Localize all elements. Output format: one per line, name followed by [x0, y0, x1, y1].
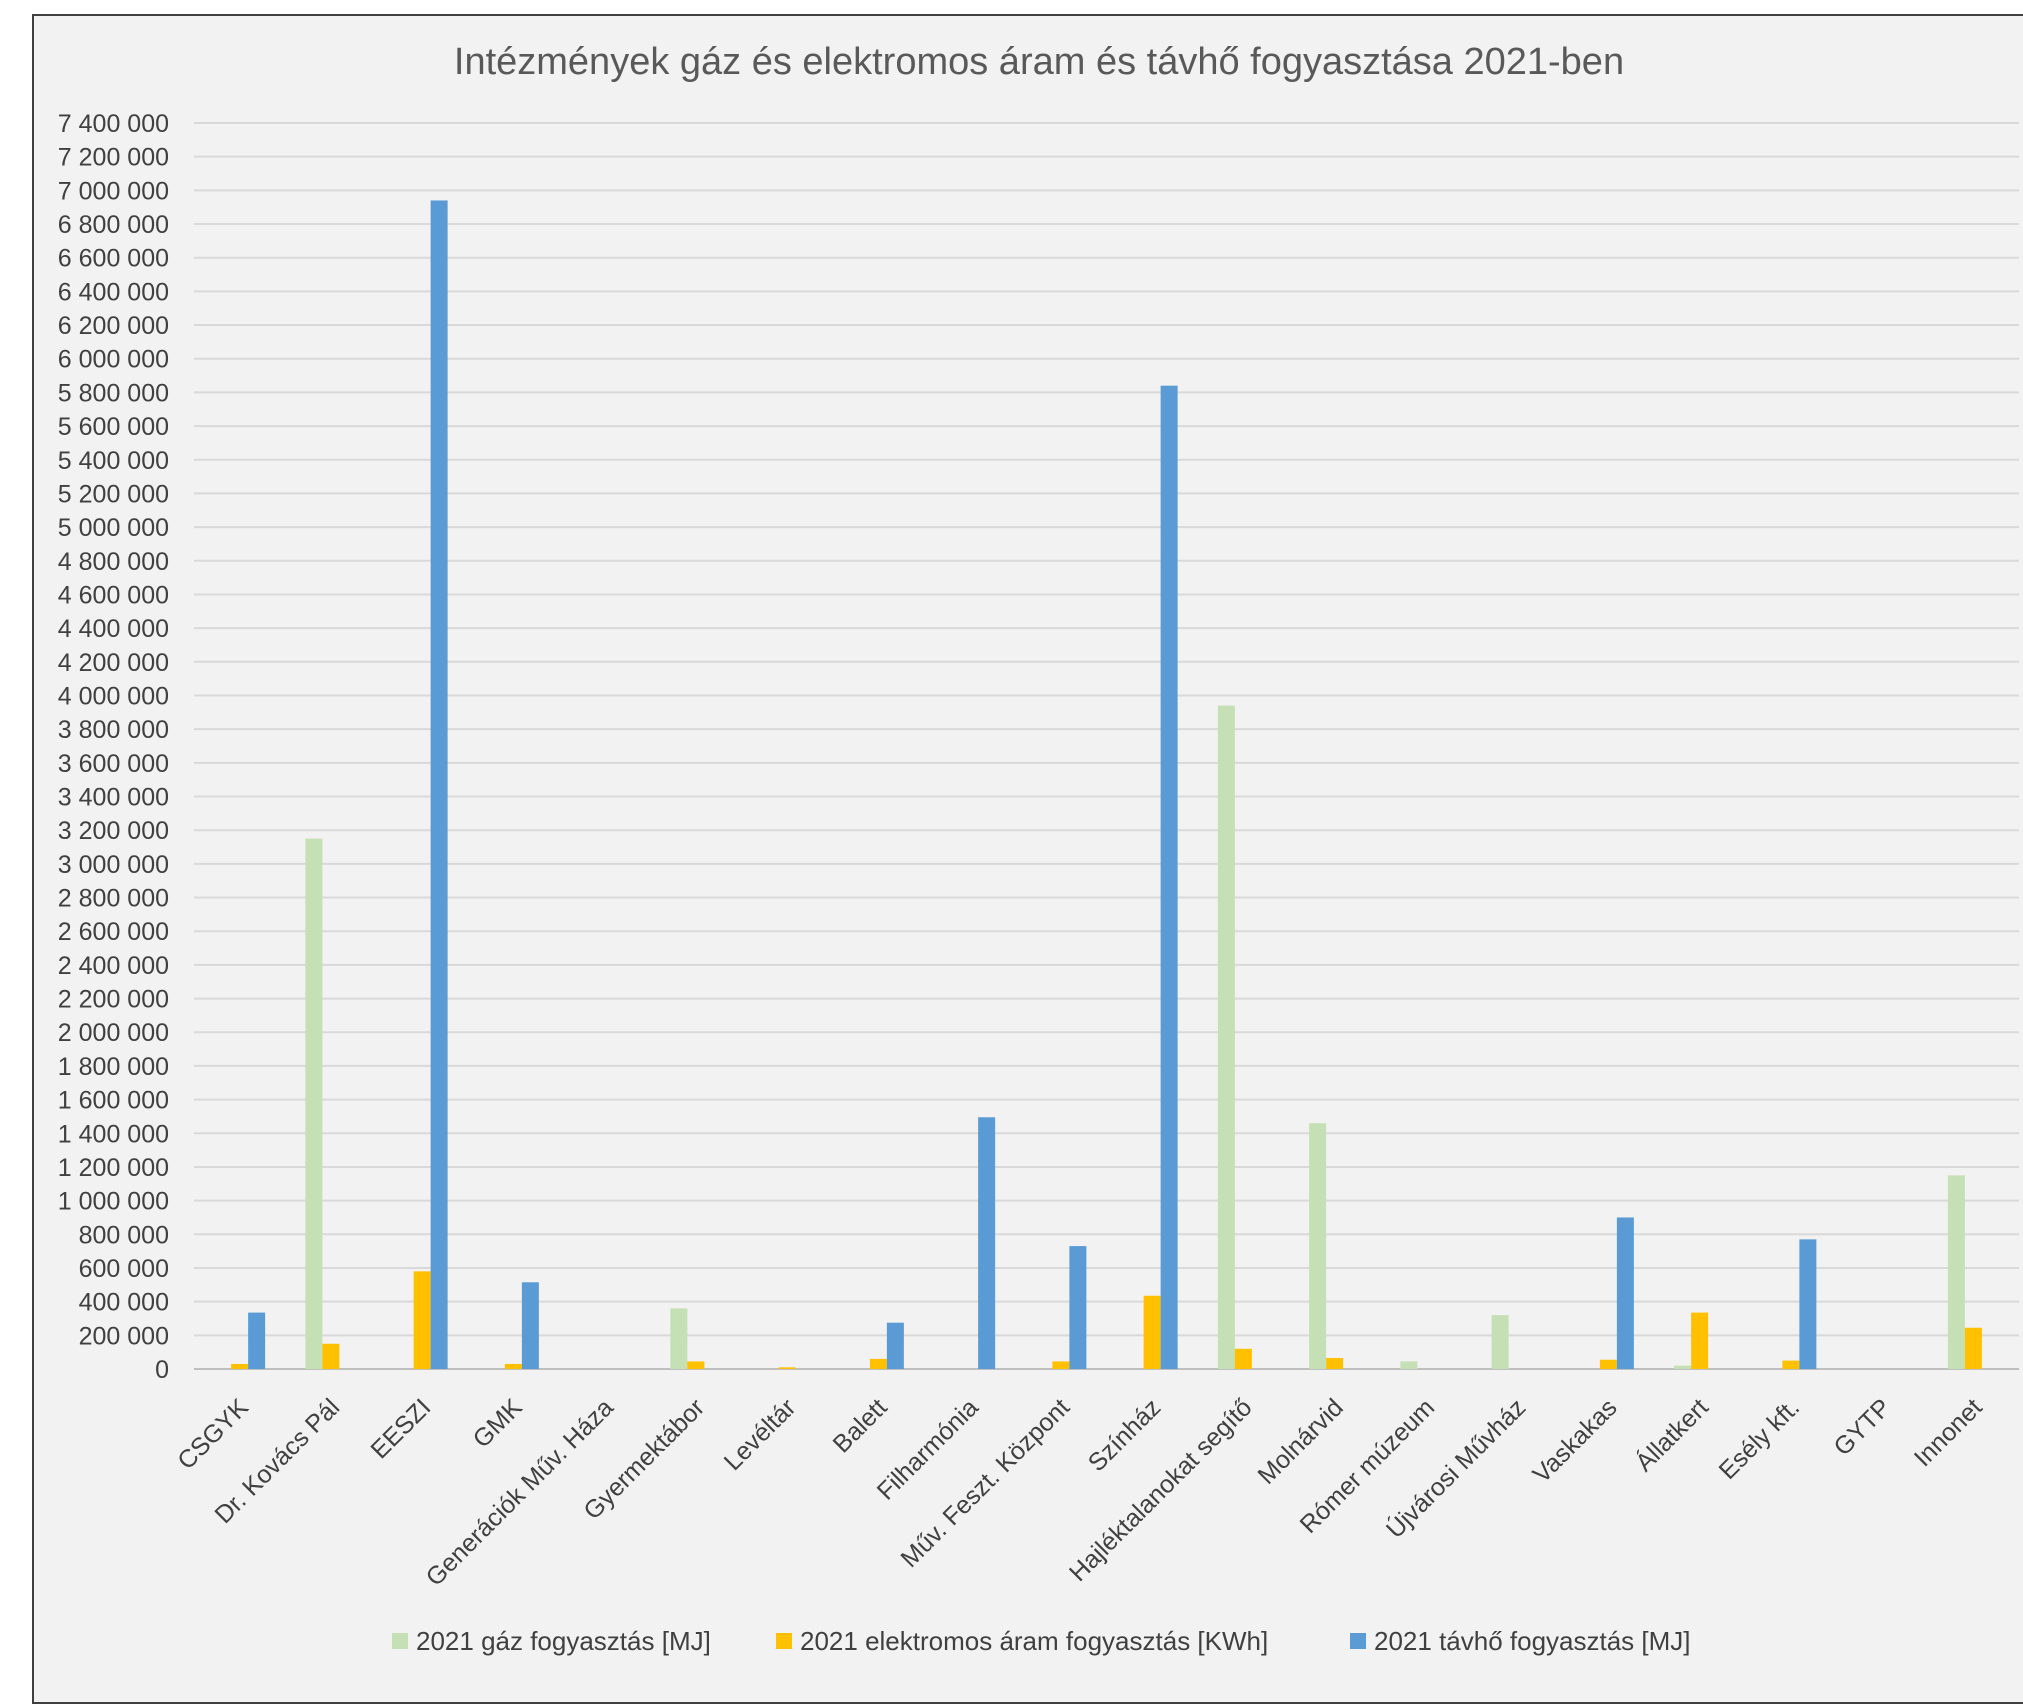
- y-tick-label: 4 000 000: [58, 682, 169, 710]
- y-tick-label: 0: [155, 1356, 169, 1384]
- legend-swatch: [392, 1633, 408, 1649]
- y-tick-label: 200 000: [79, 1322, 169, 1350]
- y-tick-label: 2 600 000: [58, 918, 169, 946]
- y-tick-label: 2 800 000: [58, 885, 169, 913]
- bar: [1782, 1360, 1800, 1369]
- chart-frame: Intézmények gáz és elektromos áram és tá…: [32, 14, 2023, 1704]
- y-tick-label: 1 600 000: [58, 1087, 169, 1115]
- y-tick-label: 7 200 000: [58, 144, 169, 172]
- y-tick-label: 600 000: [79, 1255, 169, 1283]
- bar: [1947, 1175, 1965, 1369]
- x-tick-label: Molnárvid: [1252, 1393, 1348, 1489]
- y-tick-label: 800 000: [79, 1221, 169, 1249]
- legend-entry: 2021 gáz fogyasztás [MJ]: [416, 1626, 711, 1656]
- bar: [1691, 1312, 1709, 1369]
- y-tick-label: 3 800 000: [58, 716, 169, 744]
- bar: [1234, 1348, 1252, 1369]
- bar: [1052, 1361, 1070, 1369]
- y-tick-label: 1 000 000: [58, 1188, 169, 1216]
- y-tick-label: 1 800 000: [58, 1053, 169, 1081]
- bar: [430, 200, 448, 1369]
- y-tick-label: 2 000 000: [58, 1019, 169, 1047]
- x-tick-label: Színház: [1083, 1393, 1167, 1477]
- bar: [778, 1367, 796, 1369]
- bar: [1674, 1365, 1692, 1369]
- bar: [322, 1343, 340, 1369]
- bars: [231, 200, 1982, 1369]
- y-tick-label: 5 400 000: [58, 447, 169, 475]
- x-tick-label: Műv. Feszt. Központ: [896, 1393, 1076, 1573]
- x-tick-label: Vaskakas: [1527, 1393, 1622, 1488]
- x-tick-label: EESZI: [365, 1393, 436, 1464]
- y-tick-label: 4 400 000: [58, 615, 169, 643]
- bar: [1326, 1358, 1344, 1369]
- bar: [670, 1308, 688, 1369]
- y-tick-label: 7 400 000: [58, 110, 169, 138]
- y-tick-label: 6 400 000: [58, 278, 169, 306]
- y-tick-label: 2 400 000: [58, 952, 169, 980]
- y-tick-label: 7 000 000: [58, 177, 169, 205]
- x-tick-label: Balett: [828, 1393, 893, 1458]
- y-tick-label: 400 000: [79, 1289, 169, 1317]
- bar: [978, 1117, 996, 1369]
- bar: [869, 1358, 887, 1369]
- y-tick-label: 1 400 000: [58, 1120, 169, 1148]
- bar: [305, 838, 323, 1369]
- y-tick-label: 1 200 000: [58, 1154, 169, 1182]
- x-tick-label: CSGYK: [172, 1393, 254, 1475]
- bar: [1964, 1327, 1982, 1369]
- y-tick-label: 2 200 000: [58, 986, 169, 1014]
- x-tick-label: Állatkert: [1630, 1393, 1714, 1477]
- bar: [1143, 1295, 1161, 1369]
- y-tick-label: 6 000 000: [58, 346, 169, 374]
- x-tick-label: Generációk Műv. Háza: [421, 1393, 619, 1591]
- legend-entry: 2021 elektromos áram fogyasztás [KWh]: [800, 1626, 1268, 1656]
- y-tick-label: 6 200 000: [58, 312, 169, 340]
- bar: [886, 1322, 904, 1369]
- bar: [687, 1361, 705, 1369]
- y-tick-label: 3 000 000: [58, 851, 169, 879]
- bar: [1400, 1361, 1418, 1369]
- bar: [413, 1271, 431, 1369]
- bar: [1799, 1239, 1817, 1369]
- bar: [521, 1282, 539, 1369]
- y-tick-label: 5 200 000: [58, 480, 169, 508]
- bar: [1069, 1246, 1087, 1369]
- y-tick-label: 5 600 000: [58, 413, 169, 441]
- x-tick-label: Hajléktalanokat segítő: [1064, 1393, 1258, 1587]
- y-tick-label: 5 800 000: [58, 379, 169, 407]
- bar: [231, 1363, 249, 1369]
- legend-entry: 2021 távhő fogyasztás [MJ]: [1374, 1626, 1691, 1656]
- y-tick-label: 3 200 000: [58, 817, 169, 845]
- gridlines: [194, 122, 2019, 1370]
- x-tick-label: Levéltár: [719, 1393, 802, 1476]
- y-tick-label: 3 600 000: [58, 750, 169, 778]
- legend-swatch: [1350, 1633, 1366, 1649]
- y-tick-label: 6 800 000: [58, 211, 169, 239]
- bar: [1616, 1217, 1634, 1369]
- bar: [1309, 1123, 1327, 1369]
- bar: [1491, 1315, 1509, 1369]
- bar: [504, 1363, 522, 1369]
- y-tick-label: 3 400 000: [58, 784, 169, 812]
- x-tick-label: Esély kft.: [1714, 1393, 1806, 1485]
- bar-chart: Intézmények gáz és elektromos áram és tá…: [58, 41, 2019, 1656]
- x-tick-label: Innonet: [1909, 1393, 1988, 1472]
- bar: [1599, 1359, 1617, 1369]
- legend-swatch: [776, 1633, 792, 1649]
- y-tick-label: 5 000 000: [58, 514, 169, 542]
- x-tick-label: GMK: [468, 1393, 528, 1453]
- x-tick-label: GYTP: [1828, 1393, 1896, 1461]
- bar: [1217, 705, 1235, 1369]
- y-axis-tick-labels: 0 200 000 400 000 600 000 800 000 1 000 000 1 …: [58, 110, 169, 1384]
- bar: [1160, 385, 1178, 1369]
- y-tick-label: 4 800 000: [58, 548, 169, 576]
- y-tick-label: 4 600 000: [58, 581, 169, 609]
- chart-title: Intézmények gáz és elektromos áram és tá…: [454, 41, 1624, 83]
- legend: 2021 gáz fogyasztás [MJ] 2021 elektromos …: [392, 1626, 1691, 1656]
- y-tick-label: 4 200 000: [58, 649, 169, 677]
- y-tick-label: 6 600 000: [58, 245, 169, 273]
- bar: [248, 1312, 266, 1369]
